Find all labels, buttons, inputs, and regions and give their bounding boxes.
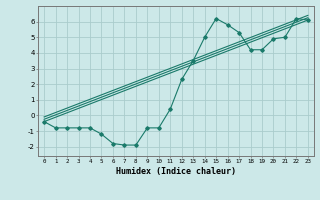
- X-axis label: Humidex (Indice chaleur): Humidex (Indice chaleur): [116, 167, 236, 176]
